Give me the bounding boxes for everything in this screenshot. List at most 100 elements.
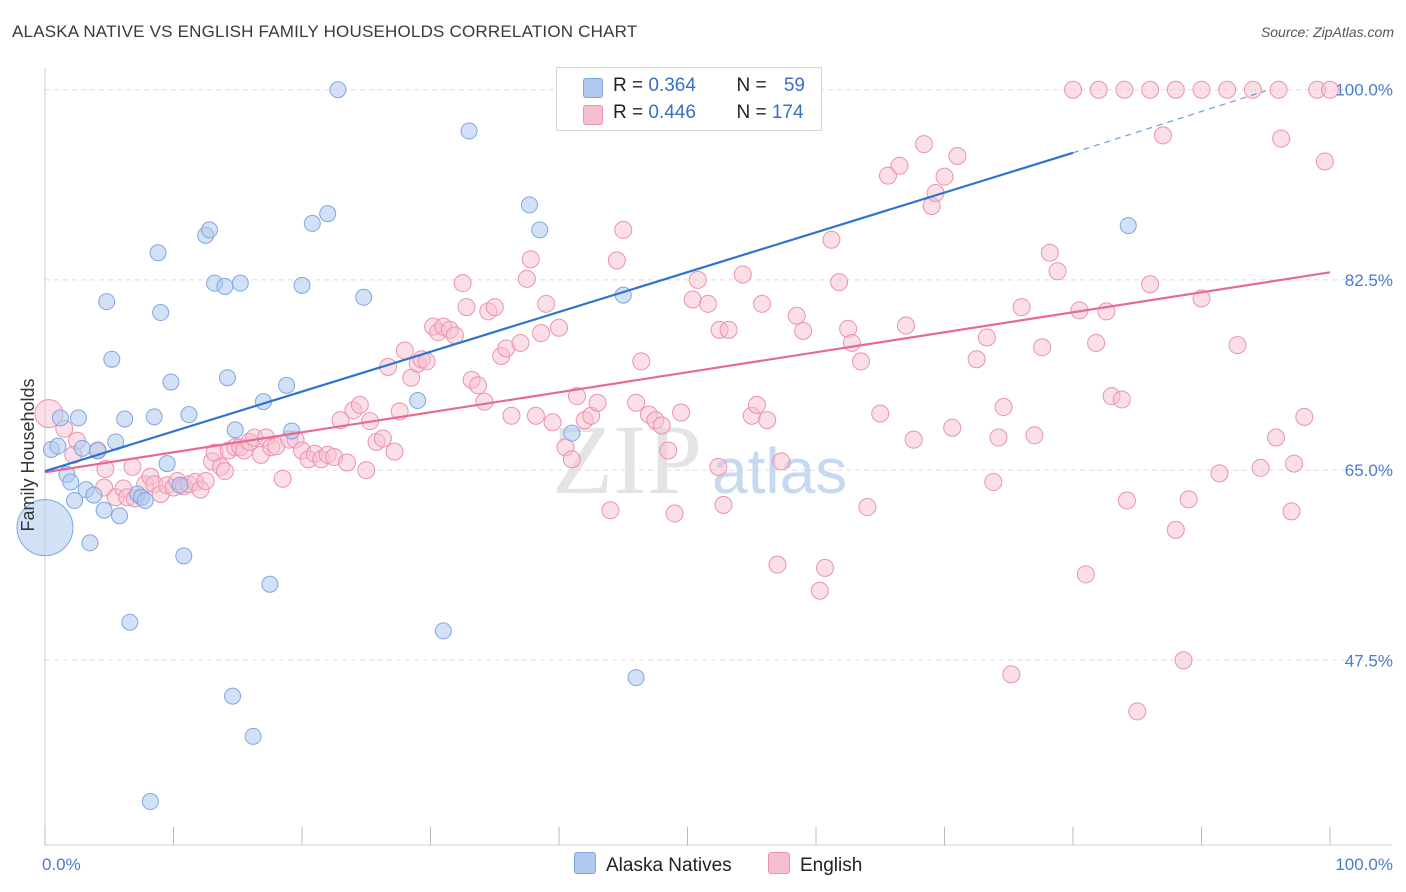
alaska-native-point [283,422,301,440]
alaska-native-point [136,492,154,510]
legend-swatch-pink [583,105,603,125]
alaska-native-point [261,575,279,593]
english-point [753,294,772,313]
english-point [502,406,521,425]
english-point [851,352,870,371]
y-tick-label: 82.5% [1345,271,1393,290]
legend-r-value: 0.446 [648,102,696,123]
legend-n-label: N = [736,102,772,123]
english-point [672,403,691,422]
alaska-native-point [81,534,99,552]
legend-n-value: 174 [771,102,804,123]
alaska-native-point [116,410,134,428]
english-point [475,392,494,411]
english-point [1179,490,1198,509]
bottom-legend-alaska-label: Alaska Natives [606,855,732,876]
english-point [967,350,986,369]
english-point [485,298,504,317]
english-point [904,430,923,449]
english-point [948,147,967,166]
english-point [543,413,562,432]
alaska-native-point [293,276,311,294]
alaska-native-point [434,622,452,640]
english-point [1243,80,1262,99]
y-tick-label: 100.0% [1335,81,1393,100]
english-point [1087,333,1106,352]
english-point [1269,80,1288,99]
english-point [1141,275,1160,294]
english-point [652,416,671,435]
english-point [562,450,581,469]
alaska-native-point [158,455,176,473]
english-point [994,398,1013,417]
english-point [632,352,651,371]
english-point [1295,407,1314,426]
english-point [526,406,545,425]
legend-swatch-blue [583,78,603,98]
english-point [1112,390,1131,409]
english-point [1128,702,1147,721]
alaska-native-point [149,244,167,262]
alaska-native-point [141,793,159,811]
alaska-native-point [329,81,347,99]
english-point [511,333,530,352]
english-point [567,387,586,406]
english-point [550,318,568,337]
english-point [772,452,791,471]
english-point [532,324,551,343]
alaska-native-point [73,439,91,457]
english-point [537,294,556,313]
english-point [331,411,350,430]
legend-r-label: R = [613,75,649,96]
bottom-legend-alaska: Alaska Natives [574,852,732,877]
english-point [1025,426,1044,445]
y-axis-label: Family Households [18,378,38,531]
alaska-native-point [175,547,193,565]
alaska-native-point [145,408,163,426]
english-point [890,156,909,175]
trend-lines [44,90,1331,474]
english-point [1040,243,1059,262]
english-point [1064,80,1082,99]
alaska-native-point [218,369,236,387]
alaska-native-trend-extension [1072,90,1266,154]
alaska-native-point [180,406,198,424]
english-point [842,333,861,352]
english-point [984,473,1003,492]
alaska-native-point [563,424,581,442]
english-point [614,220,633,239]
english-point [943,418,962,437]
legend-r-value: 0.364 [648,75,696,96]
english-point [215,462,234,481]
english-point [935,167,954,186]
english-point [871,404,890,423]
english-point [665,504,684,523]
english-point [659,441,678,460]
english-point [810,581,829,600]
english-point [337,453,356,472]
english-point [607,251,626,270]
bottom-legend-english: English [768,852,862,877]
english-point [1315,152,1334,171]
english-point [453,274,472,293]
english-point [1076,565,1095,584]
x-tick-labels: 0.0% 100.0% [42,855,1393,874]
english-point [601,501,620,520]
alaska-native-point [51,409,69,427]
axes [44,68,1392,846]
english-point [1251,458,1270,477]
english-trend-line [44,271,1331,474]
alaska-native-point [627,669,645,687]
watermark-atlas: atlas [712,435,847,507]
alaska-native-point [85,486,103,504]
english-point [123,457,142,476]
legend-n-label: N = [736,75,772,96]
english-point [699,294,718,313]
english-point [733,265,752,284]
english-point [273,469,292,488]
alaska-native-point [162,373,180,391]
english-point [1033,338,1052,357]
alaska-native-points [16,81,1137,811]
alaska-native-point [278,376,296,394]
english-point [457,298,476,317]
